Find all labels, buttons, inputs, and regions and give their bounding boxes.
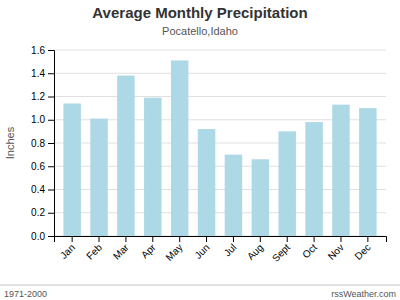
x-tick-mark (72, 236, 73, 242)
x-axis-line (55, 237, 387, 243)
y-tick-label: 0.4 (31, 184, 45, 195)
title: Average Monthly Precipitation (92, 4, 307, 21)
y-tick-mark (48, 166, 54, 167)
x-tick: Sept (270, 236, 292, 264)
x-tick-mark (125, 236, 126, 242)
x-tick-mark (367, 236, 368, 242)
y-tick-label: 1.4 (31, 68, 45, 79)
bar (305, 122, 322, 236)
x-tick: Feb (84, 236, 104, 262)
y-tick-mark (48, 73, 54, 74)
x-tick-label: Mar (111, 241, 131, 261)
x-tick-mark (314, 236, 315, 242)
y-tick: 0.6 (31, 161, 54, 172)
annotation: rssWeather.com (331, 289, 396, 299)
subtitle: Pocatello,Idaho (162, 25, 238, 37)
x-tick: Jun (192, 236, 211, 261)
x-tick-mark (152, 236, 153, 242)
chart: Average Monthly Precipitation Pocatello,I… (0, 0, 400, 300)
x-tick: May (163, 236, 184, 263)
x-tick-mark (233, 236, 234, 242)
grid-line (54, 73, 386, 74)
footer-rule (0, 285, 400, 286)
y-tick-mark (48, 236, 54, 237)
x-tick-mark (340, 236, 341, 242)
x-tick-label: Nov (326, 242, 346, 262)
y-tick: 1.4 (31, 68, 54, 79)
x-tick-mark (99, 236, 100, 242)
y-tick: 0.8 (31, 138, 54, 149)
bar (144, 98, 161, 236)
bar (117, 76, 134, 236)
grid-line (54, 50, 386, 51)
bars (63, 60, 376, 236)
y-axis-title: Inches (4, 126, 16, 159)
x-tick-label: Jul (222, 242, 239, 259)
grid-line (54, 96, 386, 97)
bar (252, 159, 269, 236)
x-tick-label: Aug (245, 242, 265, 262)
y-tick-mark (48, 213, 54, 214)
x-tick: Apr (139, 236, 158, 260)
y-tick: 0.2 (31, 207, 54, 218)
x-tick: Dec (352, 236, 372, 262)
x-tick-label: Dec (352, 242, 372, 262)
x-tick-mark (260, 236, 261, 242)
y-tick: 1.2 (31, 91, 54, 102)
y-tick-label: 0.8 (31, 138, 45, 149)
bar (359, 108, 376, 236)
y-tick-mark (48, 120, 54, 121)
x-tick-mark (287, 236, 288, 242)
bar (90, 119, 107, 236)
x-tick-label: Oct (300, 242, 319, 261)
x-tick: Jan (58, 236, 77, 261)
x-tick-label: Apr (139, 241, 158, 260)
y-tick-label: 1.0 (31, 114, 45, 125)
y-axis-line (48, 51, 55, 237)
plot: 0.0 0.2 0.4 0.6 0.8 1.0 1.2 1.4 1.6 Jan Feb Mar Apr M… (31, 45, 386, 264)
annotation: 1971-2000 (4, 289, 47, 299)
grid (54, 50, 386, 236)
bar (198, 129, 215, 236)
y-tick-label: 0.0 (31, 231, 45, 242)
y-tick: 0.4 (31, 184, 54, 195)
x-tick-mark (206, 236, 207, 242)
x-tick: Aug (245, 236, 265, 262)
y-axis: 0.0 0.2 0.4 0.6 0.8 1.0 1.2 1.4 1.6 (31, 45, 54, 242)
x-tick: Nov (326, 236, 346, 262)
x-tick-label: Sept (270, 242, 292, 264)
y-tick-label: 1.2 (31, 91, 45, 102)
x-axis: Jan Feb Mar Apr May Jun Jul AugSept Oct Nov Dec (55, 236, 387, 264)
bar (171, 60, 188, 236)
x-tick: Oct (300, 236, 319, 260)
x-tick-label: Jun (192, 242, 211, 261)
bar (278, 131, 295, 236)
x-tick: Mar (111, 236, 131, 262)
y-tick-label: 0.2 (31, 207, 45, 218)
y-tick: 0.0 (31, 231, 54, 242)
y-tick-mark (48, 143, 54, 144)
x-tick-label: May (163, 242, 184, 263)
bar (225, 155, 242, 236)
x-tick: Jul (222, 236, 239, 258)
x-tick-mark (179, 236, 180, 242)
bar (332, 105, 349, 236)
y-tick-mark (48, 190, 54, 191)
y-tick-mark (48, 50, 54, 51)
bar (63, 103, 80, 236)
y-tick-label: 1.6 (31, 45, 45, 56)
y-tick-label: 0.6 (31, 161, 45, 172)
y-tick-mark (48, 97, 54, 98)
x-tick-label: Feb (84, 241, 104, 261)
x-tick-label: Jan (58, 242, 77, 261)
y-tick: 1.6 (31, 45, 54, 56)
y-tick: 1.0 (31, 114, 54, 125)
